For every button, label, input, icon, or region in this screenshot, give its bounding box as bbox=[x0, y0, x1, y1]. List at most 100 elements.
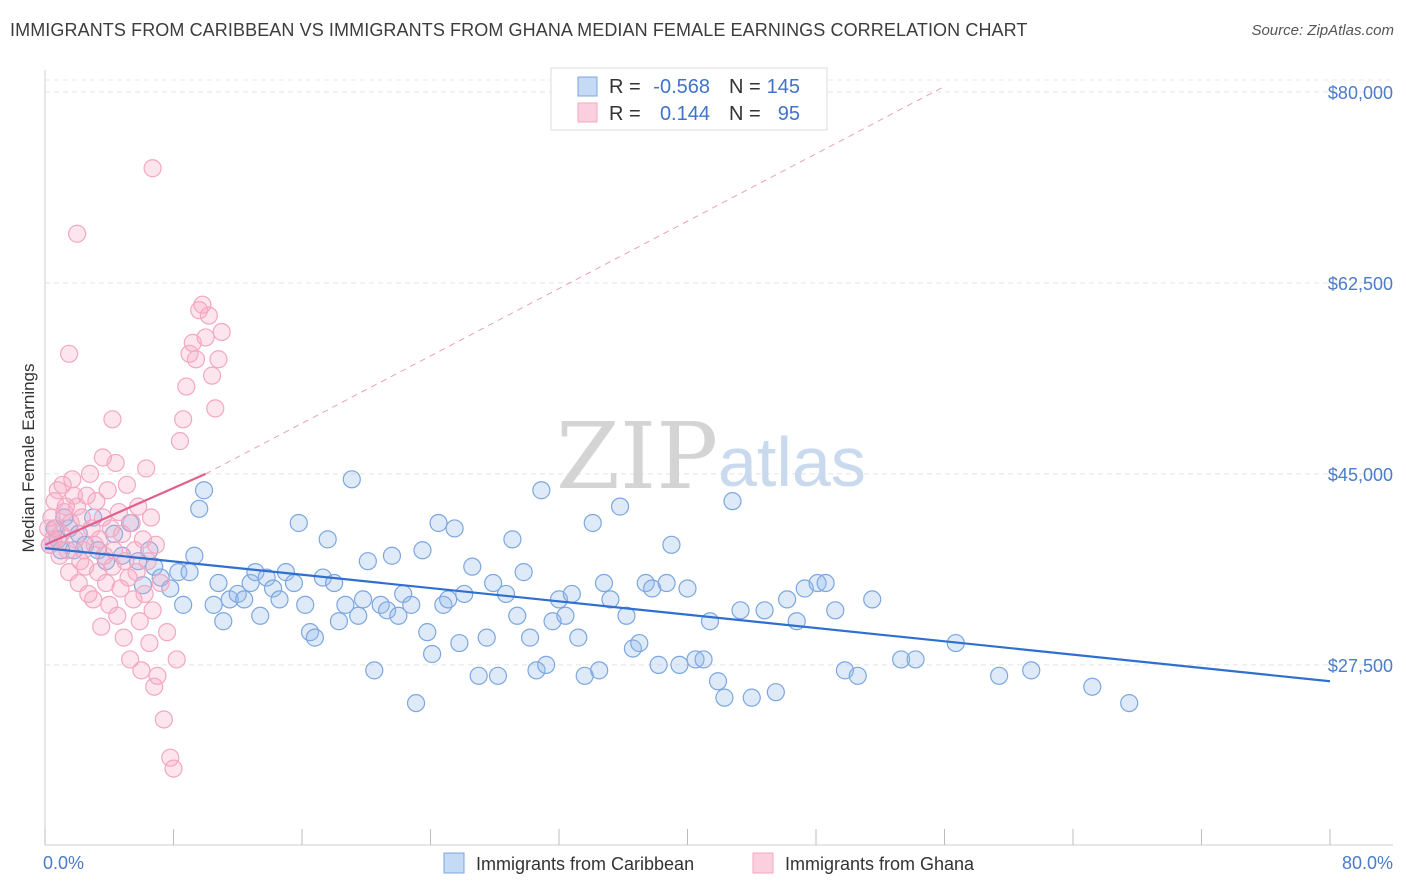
point-s1-87 bbox=[209, 350, 228, 369]
point-s0-104 bbox=[678, 579, 697, 598]
point-s0-125 bbox=[906, 650, 925, 669]
point-s1-77 bbox=[177, 377, 196, 396]
point-s0-87 bbox=[562, 584, 581, 604]
point-s0-86 bbox=[556, 606, 575, 625]
chart-title: IMMIGRANTS FROM CARIBBEAN VS IMMIGRANTS … bbox=[10, 20, 1028, 40]
point-s0-34 bbox=[246, 563, 265, 582]
point-s0-28 bbox=[209, 573, 228, 593]
bottom-legend-swatch-caribbean bbox=[443, 852, 465, 874]
point-s0-23 bbox=[180, 563, 199, 582]
point-s1-28 bbox=[84, 590, 103, 609]
trend-line-0 bbox=[44, 547, 1331, 683]
point-s1-85 bbox=[202, 366, 222, 385]
point-s0-70 bbox=[455, 584, 474, 604]
point-s1-68 bbox=[148, 666, 167, 685]
legend-swatch-caribbean bbox=[577, 76, 598, 97]
legend-r-label-1: R = bbox=[609, 76, 641, 98]
point-s0-52 bbox=[353, 590, 373, 609]
point-s0-76 bbox=[496, 584, 516, 604]
point-s0-20 bbox=[161, 579, 180, 598]
point-s0-114 bbox=[766, 683, 785, 702]
legend-r-value-1: -0.568 bbox=[653, 76, 710, 98]
point-s1-55 bbox=[127, 563, 146, 582]
point-s0-93 bbox=[601, 590, 620, 609]
point-s0-66 bbox=[434, 595, 453, 614]
x-tick-label-max: 80.0% bbox=[1342, 853, 1393, 873]
point-s1-32 bbox=[90, 530, 109, 549]
point-s0-120 bbox=[826, 601, 845, 620]
point-s1-71 bbox=[157, 623, 177, 642]
point-s0-88 bbox=[569, 628, 588, 647]
point-s0-100 bbox=[649, 655, 668, 674]
point-s0-119 bbox=[816, 573, 835, 593]
point-s0-94 bbox=[610, 497, 630, 516]
point-s0-40 bbox=[284, 573, 304, 593]
point-s0-37 bbox=[263, 579, 283, 598]
point-s1-30 bbox=[87, 492, 106, 511]
legend-n-value-2: 95 bbox=[778, 103, 800, 125]
point-s0-68 bbox=[445, 519, 464, 538]
point-s0-91 bbox=[590, 661, 609, 680]
axes bbox=[44, 70, 1393, 846]
point-s0-71 bbox=[463, 557, 482, 576]
point-s1-92 bbox=[93, 448, 112, 467]
point-s0-128 bbox=[1022, 661, 1041, 680]
point-s1-33 bbox=[92, 617, 111, 636]
y-tick-label-3: $80,000 bbox=[1328, 83, 1393, 103]
point-s0-36 bbox=[257, 568, 276, 587]
point-s1-93 bbox=[103, 410, 122, 429]
trend-extension-1 bbox=[205, 85, 945, 475]
point-s1-51 bbox=[121, 650, 140, 669]
point-s1-86 bbox=[206, 399, 225, 418]
point-s0-127 bbox=[990, 666, 1009, 685]
trend-line-1 bbox=[44, 472, 207, 546]
point-s0-27 bbox=[204, 595, 223, 614]
watermark-zip: ZIP bbox=[556, 403, 718, 510]
watermark: ZIP atlas bbox=[556, 403, 866, 510]
y-tick-label-0: $27,500 bbox=[1328, 656, 1393, 676]
point-s1-49 bbox=[117, 475, 137, 494]
point-s0-103 bbox=[670, 655, 689, 674]
point-s0-111 bbox=[731, 601, 750, 620]
point-s0-26 bbox=[194, 481, 214, 500]
point-s1-90 bbox=[68, 224, 87, 243]
point-s1-69 bbox=[151, 573, 170, 593]
legend-n-label-1: N = bbox=[729, 76, 761, 98]
point-s0-44 bbox=[305, 628, 324, 647]
point-s0-46 bbox=[318, 530, 337, 549]
point-s0-42 bbox=[296, 595, 315, 614]
point-s0-25 bbox=[190, 499, 209, 518]
point-s0-124 bbox=[892, 650, 911, 669]
point-s0-115 bbox=[777, 590, 797, 609]
point-s0-75 bbox=[488, 666, 508, 685]
point-s0-65 bbox=[429, 513, 448, 533]
point-s1-39 bbox=[101, 519, 120, 538]
point-s1-64 bbox=[141, 508, 161, 527]
point-s1-6 bbox=[48, 481, 67, 500]
point-s0-29 bbox=[214, 612, 233, 631]
legend-n-label-2: N = bbox=[729, 103, 761, 125]
point-s1-47 bbox=[114, 628, 133, 647]
legend-r-value-2: 0.144 bbox=[660, 103, 710, 125]
point-s0-72 bbox=[469, 666, 488, 685]
point-s0-97 bbox=[630, 633, 649, 653]
point-s0-41 bbox=[289, 513, 308, 533]
point-s0-90 bbox=[583, 513, 602, 533]
point-s1-63 bbox=[140, 633, 159, 653]
legend-r-label-2: R = bbox=[609, 103, 641, 125]
legend-n-value-1: 145 bbox=[767, 76, 800, 98]
point-s0-33 bbox=[241, 573, 260, 593]
point-s0-58 bbox=[389, 606, 408, 625]
bottom-legend-label-caribbean: Immigrants from Caribbean bbox=[476, 854, 694, 874]
point-s0-56 bbox=[378, 601, 397, 620]
point-s0-106 bbox=[694, 650, 713, 669]
point-s0-123 bbox=[863, 590, 882, 609]
x-tick-label-min: 0.0% bbox=[43, 853, 84, 873]
point-s0-107 bbox=[700, 612, 720, 631]
y-tick-label-1: $45,000 bbox=[1328, 465, 1393, 485]
legend-swatch-ghana bbox=[577, 102, 598, 123]
point-s0-101 bbox=[657, 573, 676, 593]
point-s0-53 bbox=[358, 552, 377, 571]
point-s1-57 bbox=[130, 612, 149, 631]
point-s0-82 bbox=[532, 481, 551, 500]
